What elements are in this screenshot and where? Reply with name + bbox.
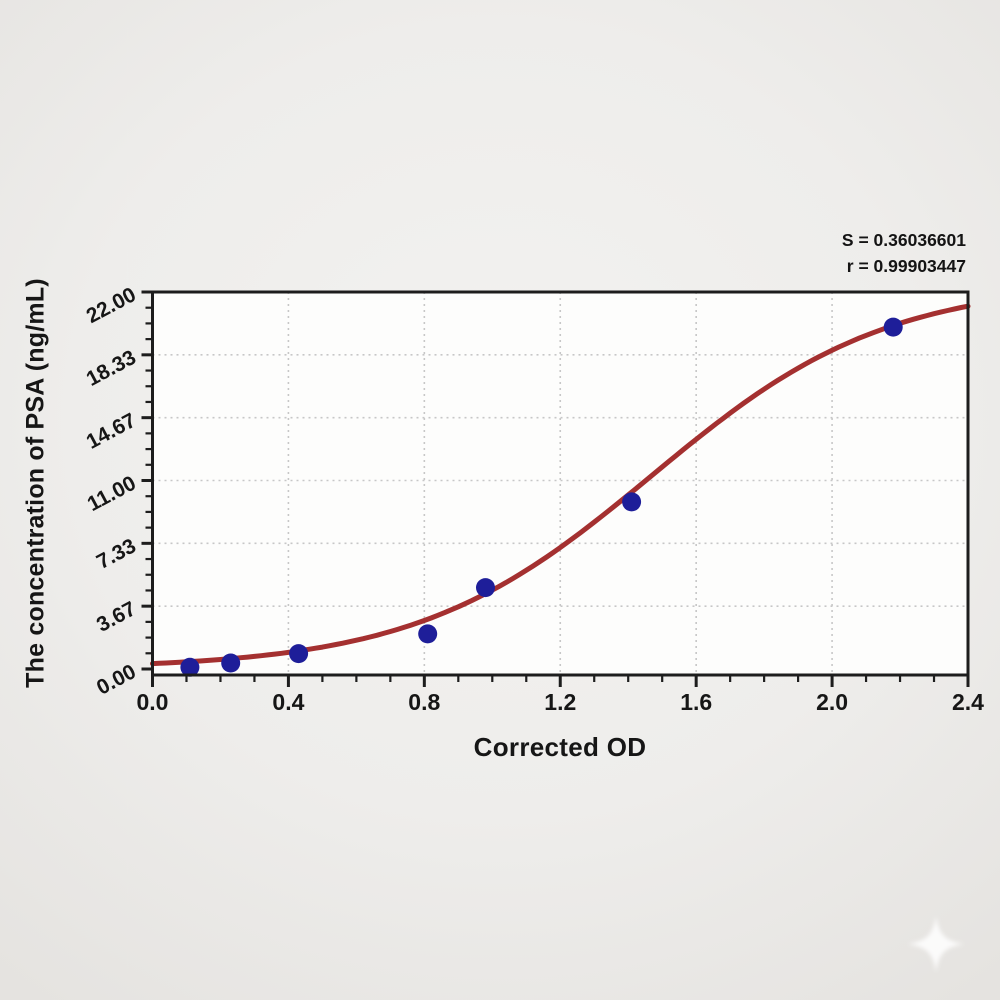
fit-stat-r-value: r = 0.99903447 (846, 256, 966, 276)
y-tick-label: 11.00 (84, 472, 140, 516)
x-tick-label: 0.8 (408, 689, 440, 715)
data-point (418, 624, 438, 644)
sparkle-watermark-icon (908, 916, 964, 972)
y-axis-title: The concentration of PSA (ng/mL) (21, 278, 50, 688)
x-tick-label: 1.6 (680, 689, 712, 715)
y-tick-label: 7.33 (93, 534, 140, 573)
data-point (289, 644, 309, 664)
data-point (883, 317, 903, 337)
data-point (180, 657, 200, 677)
data-point (622, 492, 642, 512)
y-tick-label: 14.67 (83, 409, 140, 454)
x-tick-label: 0.4 (272, 689, 304, 715)
y-tick-label: 22.00 (83, 283, 140, 328)
data-point (476, 578, 495, 598)
x-tick-label: 0.0 (137, 689, 169, 715)
x-tick-label: 1.2 (544, 689, 576, 715)
data-point (221, 653, 241, 673)
fit-stat-s-value: S = 0.36036601 (841, 230, 966, 250)
x-axis-title: Corrected OD (473, 732, 647, 762)
x-tick-label: 2.4 (952, 689, 984, 715)
y-tick-label: 0.00 (93, 660, 140, 699)
y-tick-label: 3.67 (93, 597, 140, 636)
y-tick-label: 18.33 (83, 346, 140, 391)
x-tick-label: 2.0 (816, 689, 848, 715)
fit-stats-annotation: S = 0.36036601 r = 0.99903447 (842, 227, 966, 279)
fit-curve-line (150, 303, 971, 667)
